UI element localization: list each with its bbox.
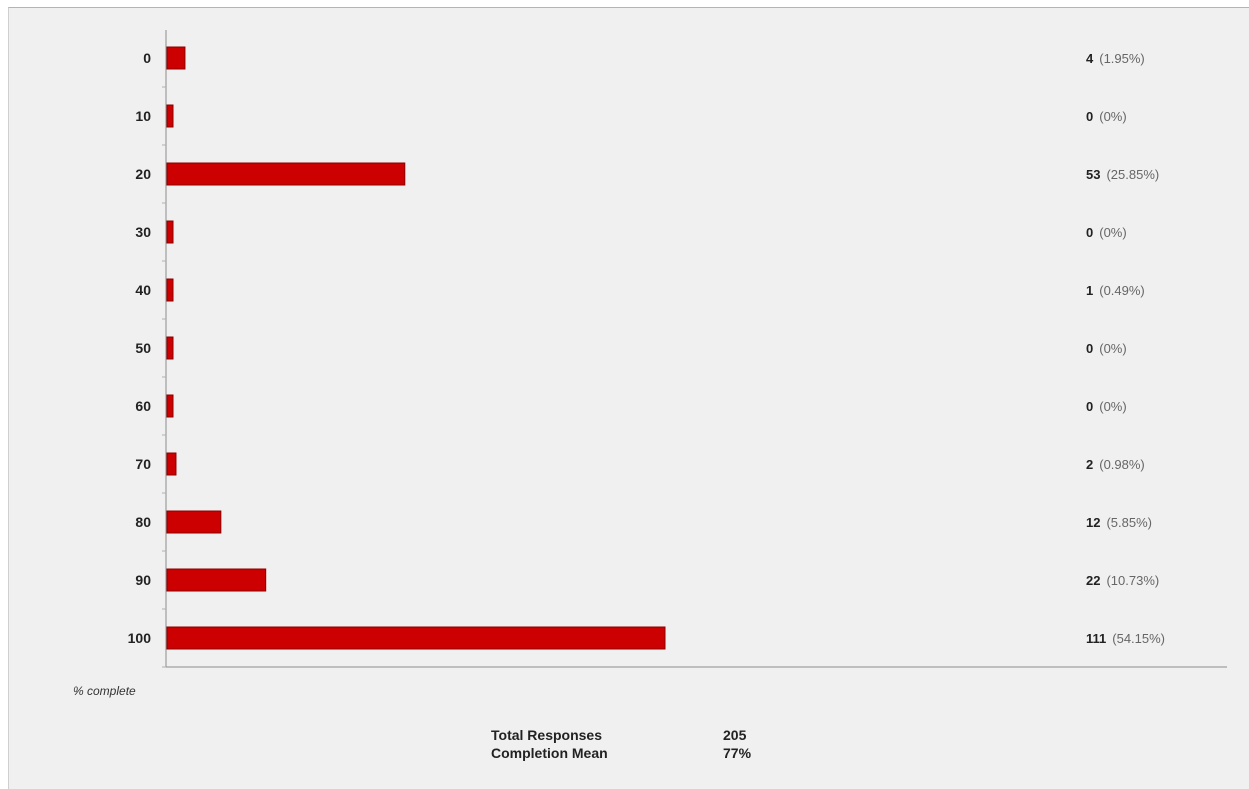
category-label: 0 — [143, 50, 151, 66]
value-label: 4 (1.95%) — [1086, 51, 1145, 66]
percent-label: (5.85%) — [1106, 515, 1152, 530]
value-label: 1 (0.49%) — [1086, 283, 1145, 298]
bar-chart: 0 4 (1.95%)10 0 (0%)20 53 (25.85%)30 0 (0%)40 1 (0… — [128, 30, 1227, 668]
x-axis-label: % complete — [73, 684, 136, 698]
count-label: 0 — [1086, 225, 1093, 240]
bar — [166, 568, 267, 592]
count-label: 4 — [1086, 51, 1094, 66]
bar — [166, 510, 222, 534]
bar — [166, 104, 174, 128]
percent-label: (0.49%) — [1099, 283, 1145, 298]
bar — [166, 220, 174, 244]
completion-mean-value: 77% — [723, 745, 752, 761]
count-label: 111 — [1086, 631, 1106, 646]
bar — [166, 452, 177, 476]
percent-label: (0%) — [1099, 399, 1126, 414]
value-label: 53 (25.85%) — [1086, 167, 1159, 182]
completion-mean-label: Completion Mean — [491, 745, 608, 761]
category-label: 80 — [135, 514, 151, 530]
percent-label: (54.15%) — [1112, 631, 1165, 646]
percent-label: (0.98%) — [1099, 457, 1145, 472]
bar — [166, 162, 406, 186]
category-label: 40 — [135, 282, 151, 298]
value-label: 0 (0%) — [1086, 341, 1127, 356]
percent-label: (25.85%) — [1106, 167, 1159, 182]
percent-label: (0%) — [1099, 225, 1126, 240]
category-label: 70 — [135, 456, 151, 472]
percent-label: (10.73%) — [1106, 573, 1159, 588]
bar — [166, 46, 186, 70]
count-label: 1 — [1086, 283, 1093, 298]
value-label: 12 (5.85%) — [1086, 515, 1152, 530]
value-label: 111 (54.15%) — [1086, 631, 1165, 646]
percent-label: (1.95%) — [1099, 51, 1145, 66]
bar — [166, 394, 174, 418]
value-label: 0 (0%) — [1086, 109, 1127, 124]
summary-block: Total Responses 205 Completion Mean 77% — [491, 726, 751, 762]
total-responses-row: Total Responses 205 — [491, 726, 751, 744]
chart-panel: 0 4 (1.95%) 10 0 (0%) 20 53 (25.85%) 30 0 (0%) 40 1 (0… — [8, 7, 1249, 789]
value-label: 2 (0.98%) — [1086, 457, 1145, 472]
count-label: 0 — [1086, 399, 1093, 414]
completion-mean-row: Completion Mean 77% — [491, 744, 751, 762]
percent-label: (0%) — [1099, 109, 1126, 124]
count-label: 53 — [1086, 167, 1100, 182]
value-label: 0 (0%) — [1086, 399, 1127, 414]
category-label: 90 — [135, 572, 151, 588]
bar — [166, 278, 174, 302]
count-label: 12 — [1086, 515, 1100, 530]
total-responses-label: Total Responses — [491, 727, 602, 743]
count-label: 22 — [1086, 573, 1100, 588]
category-label: 10 — [135, 108, 151, 124]
count-label: 0 — [1086, 109, 1093, 124]
category-label: 30 — [135, 224, 151, 240]
bar — [166, 626, 666, 650]
count-label: 2 — [1086, 457, 1093, 472]
count-label: 0 — [1086, 341, 1093, 356]
value-label: 0 (0%) — [1086, 225, 1127, 240]
category-label: 50 — [135, 340, 151, 356]
total-responses-value: 205 — [723, 727, 747, 743]
category-label: 60 — [135, 398, 151, 414]
value-label: 22 (10.73%) — [1086, 573, 1159, 588]
bar — [166, 336, 174, 360]
category-label: 20 — [135, 166, 151, 182]
category-label: 100 — [128, 630, 152, 646]
percent-label: (0%) — [1099, 341, 1126, 356]
